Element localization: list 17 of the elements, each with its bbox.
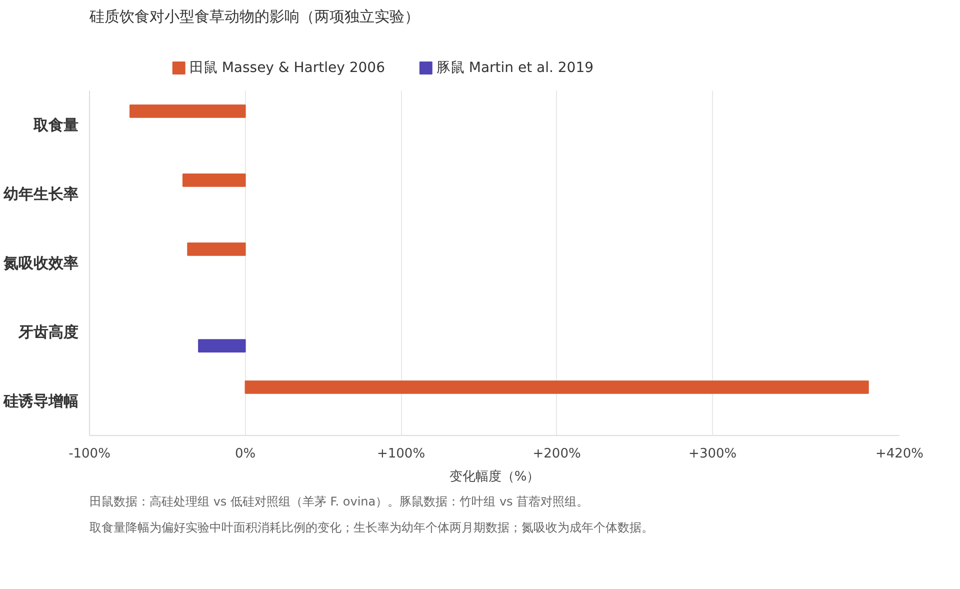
text: 田鼠数据：高硅处理组 vs 低硅对照组（羊茅 F. ovina）。豚鼠数据：竹叶组 vs 苜蓿对照组。 (90, 494, 589, 508)
x-axis-title: 变化幅度（%） (449, 468, 540, 484)
x-tick-label: 0% (234, 446, 256, 462)
y-tick-label: 氮吸收效率 (2, 254, 78, 272)
y-tick-label: 硅诱导增幅 (2, 392, 78, 410)
y-tick-label: 取食量 (32, 116, 78, 134)
legend-label: 田鼠 Massey & Hartley 2006 (189, 60, 386, 76)
y-tick-label: 牙齿高度 (18, 323, 78, 341)
x-tick-label: +200% (532, 446, 581, 462)
x-tick-label: -100% (68, 446, 110, 462)
chart-title: 硅质饮食对小型食草动物的影响（两项独立实验） (88, 8, 420, 26)
x-tick-label: +300% (688, 446, 737, 462)
y-tick-label: 幼年生长率 (4, 185, 78, 203)
x-tick-label: +100% (377, 446, 426, 462)
text: 取食量降幅为偏好实验中叶面积消耗比例的变化；生长率为幼年个体两月期数据；氮吸收为成年个体数据。 (90, 520, 654, 534)
legend-label: 豚鼠 Martin et al. 2019 (436, 60, 594, 76)
x-tick-label: +420% (875, 446, 924, 462)
